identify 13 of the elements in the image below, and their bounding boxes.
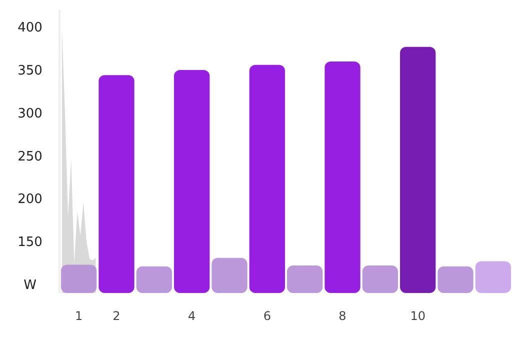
x-tick-label: 8 bbox=[338, 309, 346, 323]
y-tick-label: 150 bbox=[18, 235, 42, 250]
x-tick-label: 4 bbox=[188, 309, 196, 323]
x-tick-label: 6 bbox=[263, 309, 271, 323]
x-tick-label: 1 bbox=[75, 309, 83, 323]
x-tick-label: 2 bbox=[112, 309, 120, 323]
y-tick-label: 250 bbox=[18, 149, 42, 164]
y-tick-label: 200 bbox=[18, 192, 42, 208]
y-tick-label: 350 bbox=[18, 64, 42, 79]
y-tick-label: 300 bbox=[18, 106, 42, 122]
x-tick-label: 10 bbox=[410, 309, 426, 323]
y-tick-label: 400 bbox=[18, 20, 42, 36]
y-tick-label: W bbox=[24, 278, 37, 293]
